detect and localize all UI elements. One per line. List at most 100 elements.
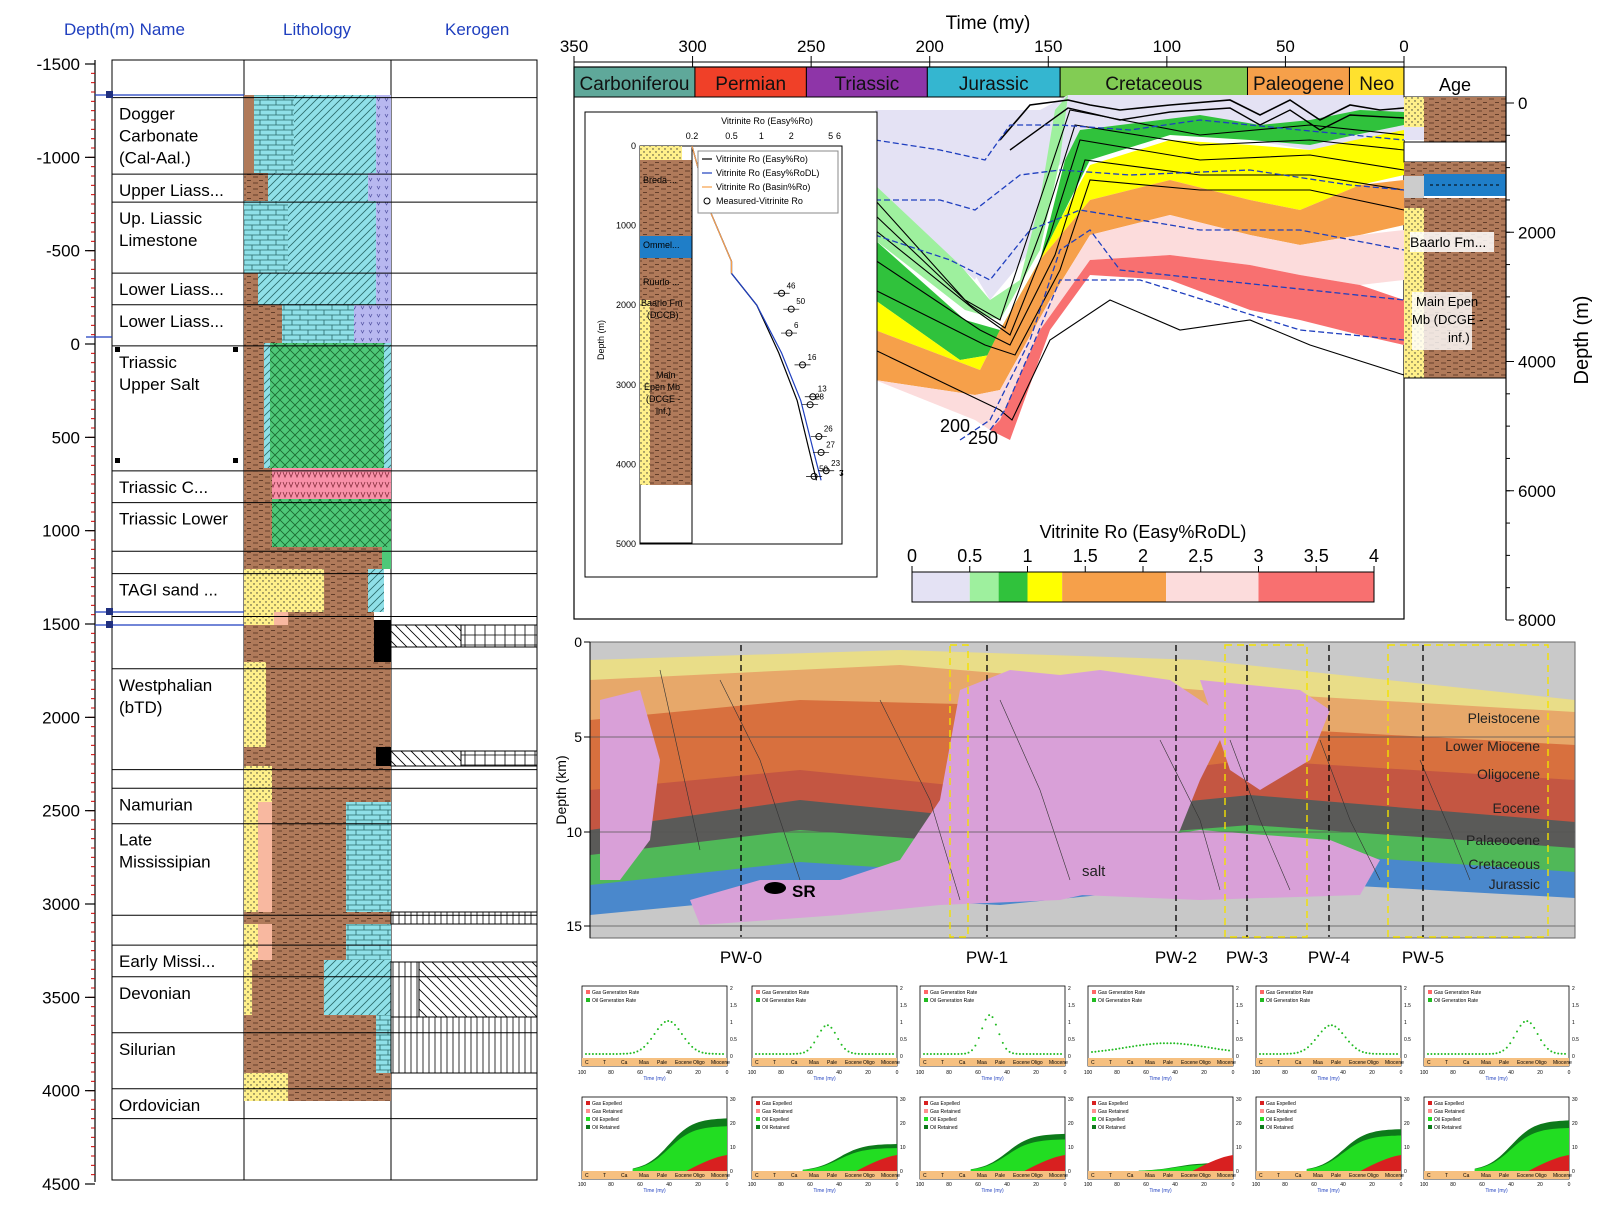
legend-label: Gas Retained — [1266, 1109, 1297, 1115]
stage-label: T — [1109, 1173, 1112, 1179]
oil-generation-point — [636, 1050, 639, 1053]
oil-generation-point — [639, 1048, 642, 1051]
oil-generation-point — [967, 1051, 970, 1054]
oil-generation-point — [833, 1031, 836, 1034]
oil-generation-point — [1495, 1052, 1498, 1055]
oil-generation-point — [1492, 1052, 1495, 1055]
x-tick-label: 60 — [807, 1070, 813, 1076]
header-depth-name: Depth(m) Name — [64, 20, 185, 39]
oil-generation-point — [1478, 1053, 1481, 1055]
stage-label: Ca — [1463, 1173, 1470, 1179]
legend-label: Gas Generation Rate — [930, 990, 977, 996]
oil-generation-point — [1468, 1053, 1471, 1055]
stage-label: Maa — [1145, 1173, 1155, 1179]
legend-label: Oil Retained — [1266, 1125, 1294, 1131]
formation-name: Dogger Carbonate (Cal-Aal.) — [119, 105, 198, 168]
x-tick-label: 80 — [608, 1182, 614, 1188]
oil-generation-point — [885, 1053, 888, 1055]
stage-label: C — [923, 1060, 927, 1066]
x-axis-label: Time (my) — [643, 1188, 666, 1194]
oil-generation-point — [981, 1027, 984, 1030]
section-faults — [659, 669, 1471, 901]
legend-swatch — [924, 1125, 928, 1129]
inset-col-label-main-epen: Main Epen Mb (DCGE -inf.) — [644, 370, 681, 416]
oil-generation-point — [1464, 1053, 1467, 1055]
stage-label: Maa — [639, 1060, 649, 1066]
stratigraphic-column-panel: Depth(m) Name Lithology Kerogen -1500 -10… — [37, 20, 538, 1194]
layer-label: Cretaceous — [1468, 856, 1540, 872]
x-tick-label: 80 — [778, 1070, 784, 1076]
oil-generation-point — [1279, 1053, 1282, 1055]
stage-label: Ca — [1127, 1173, 1134, 1179]
oil-generation-point — [698, 1050, 700, 1053]
oil-generation-point — [1351, 1044, 1354, 1047]
oil-generation-point — [1293, 1052, 1296, 1055]
legend-swatch — [586, 1117, 590, 1121]
period-label: Carboniferou — [580, 74, 690, 95]
y-tick-label: 0.5 — [1404, 1037, 1411, 1043]
oil-generation-point — [823, 1025, 826, 1028]
legend-label: Oil Generation Rate — [1266, 998, 1310, 1004]
x-axis-label: Time (my) — [981, 1076, 1004, 1082]
x-tick-label: 20 — [1369, 1070, 1375, 1076]
stage-label: T — [1445, 1173, 1448, 1179]
period-label: Triassic — [834, 74, 899, 95]
formation-name: Triassic Upper Salt — [119, 353, 200, 394]
oil-generation-point — [1214, 1047, 1217, 1050]
oil-generation-point — [1444, 1053, 1447, 1055]
oil-generation-point — [991, 1016, 994, 1019]
gas-expelled-area — [686, 1155, 727, 1171]
oil-generation-point — [854, 1052, 857, 1055]
oil-generation-point — [799, 1052, 802, 1055]
stage-label: Miocene — [1553, 1173, 1572, 1179]
x-tick-label: 20 — [865, 1070, 871, 1076]
oil-generation-point — [1543, 1044, 1546, 1047]
x-tick-label: 20 — [1201, 1070, 1207, 1076]
stage-label: Pale — [1163, 1060, 1173, 1066]
stage-label: Ca — [1295, 1060, 1302, 1066]
stage-label: Eocene — [845, 1173, 862, 1179]
stage-label: Maa — [1145, 1060, 1155, 1066]
right-depth-tick-label: 0 — [1518, 94, 1527, 113]
x-axis-label: Time (my) — [813, 1188, 836, 1194]
formation-name: Silurian — [119, 1040, 176, 1059]
stage-label: Miocene — [1049, 1173, 1068, 1179]
stage-label: C — [1259, 1060, 1263, 1066]
legend-swatch — [1092, 998, 1096, 1002]
y-tick-label: 30 — [1068, 1097, 1074, 1103]
oil-generation-point — [940, 1053, 943, 1055]
y-tick-label: 0 — [1236, 1169, 1239, 1175]
y-tick-label: 0.5 — [1572, 1037, 1579, 1043]
oil-generation-point — [612, 1053, 615, 1055]
layer-label: Pleistocene — [1468, 710, 1541, 726]
colorbar-swatch — [1143, 572, 1167, 602]
x-tick-label: 0 — [1400, 1070, 1403, 1076]
oil-generation-point — [1276, 1053, 1279, 1055]
y-tick-label: 10 — [1404, 1145, 1410, 1151]
x-tick-label: 0 — [726, 1070, 729, 1076]
oil-generation-point — [1509, 1042, 1512, 1045]
stage-label: Maa — [809, 1060, 819, 1066]
oil-generation-point — [598, 1053, 601, 1055]
stage-bar — [920, 1171, 1065, 1179]
stage-label: T — [941, 1060, 944, 1066]
y-tick-label: 0.5 — [900, 1037, 907, 1043]
depth-tick-label: 4500 — [42, 1175, 80, 1194]
oil-generation-point — [868, 1053, 870, 1055]
oil-generation-point — [670, 1021, 673, 1023]
oil-generation-point — [1183, 1043, 1186, 1046]
stage-label: C — [923, 1173, 927, 1179]
oil-generation-point — [1440, 1053, 1443, 1055]
stage-label: T — [1277, 1173, 1280, 1179]
x-tick-label: 40 — [666, 1070, 672, 1076]
x-tick-label: 40 — [1172, 1070, 1178, 1076]
y-tick-label: 0 — [900, 1169, 903, 1175]
gas-expelled-area — [1360, 1155, 1401, 1171]
legend-swatch — [1260, 1101, 1264, 1105]
stage-label: Ca — [1127, 1060, 1134, 1066]
legend-label: Oil Retained — [1434, 1125, 1462, 1131]
y-tick-label: 2 — [1068, 986, 1071, 992]
legend-label: Oil Retained — [592, 1125, 620, 1131]
